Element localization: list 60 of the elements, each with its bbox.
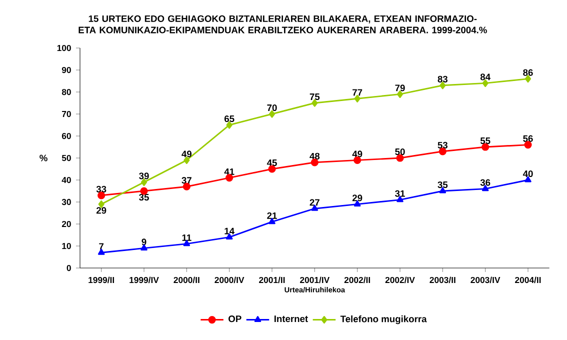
x-tick-label: 2003/IV — [470, 276, 500, 284]
x-tick-label: 2002/II — [344, 276, 370, 284]
y-tick-label: 40 — [62, 176, 71, 184]
data-label: 35 — [438, 181, 448, 188]
data-label: 29 — [352, 194, 362, 202]
chart-title: 15 URTEKO EDO GEHIAGOKO BIZTANLERIAREN BILAKAERA, ETXEAN INFORMAZIO- ETA KOMUNIKAZIO-EKIPAMENDUAK ERABILTZEKO AUKERAREN ARABERA. 1999-2004.% — [78, 15, 487, 34]
data-label: 48 — [310, 152, 320, 160]
x-tick-label: 1999/II — [88, 276, 114, 284]
data-label: 40 — [522, 170, 533, 178]
y-tick-label: 30 — [62, 198, 71, 206]
data-label: 37 — [182, 177, 192, 184]
data-label: 49 — [182, 150, 192, 158]
data-label: 41 — [224, 168, 234, 175]
data-label: 21 — [267, 212, 277, 219]
y-tick-label: 70 — [62, 110, 71, 118]
x-tick-label: 2004/II — [515, 276, 541, 284]
x-tick-label: 2002/IV — [385, 276, 415, 284]
data-label: 33 — [96, 186, 106, 192]
y-tick-label: 0 — [66, 264, 71, 272]
data-label: 29 — [96, 207, 106, 214]
y-tick-label: 50 — [62, 154, 71, 162]
data-label: 36 — [480, 179, 490, 186]
data-label: 65 — [224, 115, 234, 122]
data-label: 83 — [438, 76, 448, 82]
data-label: 53 — [438, 142, 448, 148]
data-label: 27 — [310, 199, 320, 206]
data-label: 31 — [395, 190, 405, 197]
y-axis-title: % — [40, 154, 48, 162]
y-tick-label: 10 — [62, 242, 71, 250]
y-tick-label: 20 — [62, 220, 71, 228]
data-label: 39 — [139, 172, 149, 180]
x-tick-label: 2003/II — [430, 276, 456, 284]
data-label: 56 — [523, 135, 533, 142]
legend-label: Internet — [274, 316, 308, 322]
data-label: 50 — [395, 148, 405, 156]
data-label: 86 — [523, 69, 533, 76]
data-label: 77 — [352, 89, 362, 96]
x-tick-label: 2000/IV — [214, 276, 244, 284]
data-label: 70 — [267, 104, 277, 112]
data-label: 55 — [480, 138, 490, 144]
data-label: 45 — [266, 160, 277, 166]
data-label: 7 — [99, 243, 104, 250]
x-tick-label: 2001/II — [259, 276, 285, 284]
y-tick-label: 80 — [62, 88, 71, 96]
data-label: 75 — [310, 94, 320, 100]
x-tick-label: 2000/II — [174, 276, 200, 284]
x-tick-label: 1999/IV — [130, 276, 159, 284]
x-tick-label: 2001/IV — [300, 276, 330, 284]
legend-label: Telefono mugikorra — [340, 315, 427, 324]
data-label: 9 — [142, 238, 146, 246]
data-label: 79 — [395, 84, 405, 92]
data-label: 84 — [480, 74, 490, 80]
y-tick-label: 90 — [62, 66, 71, 74]
data-label: 35 — [139, 194, 149, 201]
data-label: 14 — [224, 228, 234, 234]
data-label: 49 — [352, 150, 362, 158]
y-tick-label: 100 — [57, 44, 71, 52]
data-label: 11 — [182, 234, 192, 241]
legend-label: OP — [228, 316, 242, 322]
y-tick-label: 60 — [62, 132, 71, 140]
